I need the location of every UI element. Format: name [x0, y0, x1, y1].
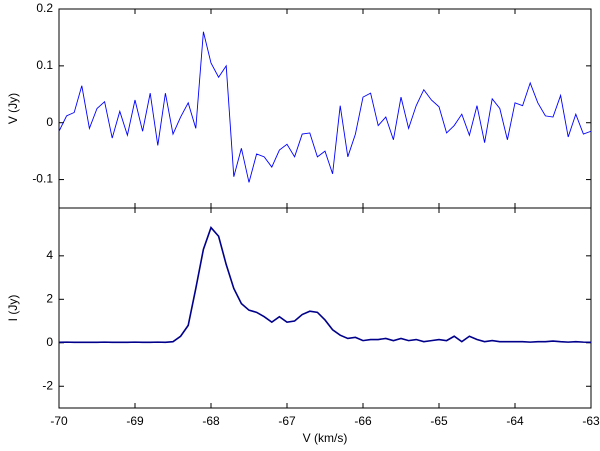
x-axis-label: V (km/s): [303, 431, 348, 445]
y-tick-label: 0.1: [36, 58, 53, 72]
x-tick-label: -65: [430, 414, 448, 428]
y-tick-label: 0: [46, 335, 53, 349]
data-line: [58, 226, 592, 344]
x-tick-label: -70: [50, 414, 68, 428]
x-tick-label: -69: [126, 414, 144, 428]
plot-frame: [58, 8, 592, 209]
y-tick-label: 0.2: [36, 1, 53, 15]
x-tick-label: -68: [202, 414, 220, 428]
y-axis-label: V (Jy): [6, 93, 20, 124]
x-tick-label: -66: [354, 414, 372, 428]
data-line: [58, 31, 592, 183]
y-tick-label: -0.1: [32, 172, 53, 186]
y-tick-label: 2: [46, 291, 53, 305]
x-tick-label: -63: [582, 414, 600, 428]
y-tick-label: 0: [46, 115, 53, 129]
plot-frame: [58, 207, 592, 409]
x-tick-label: -64: [506, 414, 524, 428]
x-tick-label: -67: [278, 414, 296, 428]
y-tick-label: 4: [46, 248, 53, 262]
y-tick-label: -2: [42, 378, 53, 392]
y-axis-label: I (Jy): [6, 295, 20, 322]
